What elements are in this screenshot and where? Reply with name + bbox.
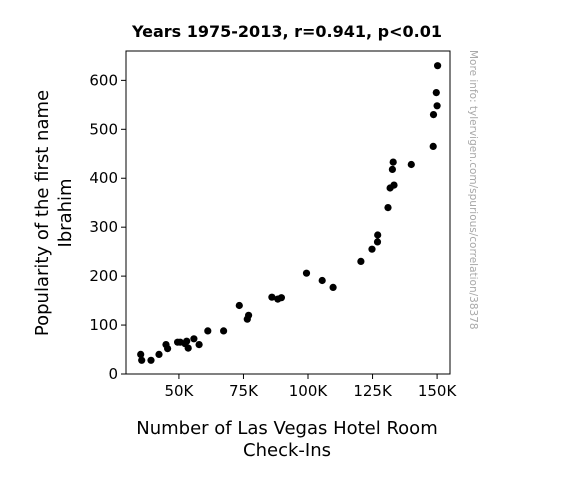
data-point-14 (204, 327, 212, 335)
data-point-6 (164, 345, 172, 353)
data-point-19 (268, 293, 276, 301)
data-point-1 (137, 350, 145, 358)
plot-area (125, 50, 451, 375)
y-tick-label: 200 (89, 267, 118, 285)
x-axis-label-line-2: Check-Ins (243, 440, 331, 461)
y-axis-label-line-1: Popularity of the first name (32, 90, 53, 336)
data-point-22 (302, 269, 311, 277)
y-axis-label-line-2: Ibrahim (55, 178, 76, 247)
x-axis-ticks: 50K 75K 100K 125K 150K (164, 374, 457, 400)
x-tick-label: 50K (164, 382, 194, 400)
watermark-text: More info: tylervigen.com/spurious/corre… (467, 50, 479, 330)
data-point-39 (434, 62, 442, 70)
data-point-38 (433, 102, 441, 110)
data-point-28 (374, 231, 382, 239)
data-point-18 (245, 311, 253, 319)
y-tick-label: 400 (89, 169, 118, 187)
data-point-3 (147, 356, 155, 364)
data-point-31 (388, 165, 396, 173)
data-point-33 (390, 181, 398, 189)
x-tick-label: 75K (229, 382, 259, 400)
data-point-29 (384, 204, 392, 212)
data-point-13 (195, 341, 203, 349)
data-point-35 (429, 142, 437, 150)
x-tick-label: 100K (289, 382, 329, 400)
data-points (137, 62, 442, 364)
y-tick-label: 300 (89, 218, 118, 236)
y-tick-label: 500 (89, 120, 118, 138)
data-point-23 (318, 276, 326, 285)
data-point-32 (389, 158, 397, 166)
data-point-15 (220, 327, 228, 335)
data-point-2 (138, 356, 146, 364)
data-point-4 (155, 350, 163, 358)
data-point-11 (184, 344, 192, 352)
data-point-12 (190, 335, 198, 343)
data-point-36 (429, 111, 438, 119)
chart-title: Years 1975-2013, r=0.941, p<0.01 (131, 22, 442, 41)
data-point-16 (235, 301, 243, 310)
data-point-37 (432, 89, 440, 97)
data-point-25 (357, 257, 365, 265)
y-tick-label: 600 (89, 71, 118, 89)
y-axis-ticks: 0 100 200 300 400 500 600 (89, 71, 126, 383)
x-tick-label: 150K (418, 382, 458, 400)
x-tick-label: 125K (353, 382, 393, 400)
data-point-24 (329, 283, 337, 291)
x-axis-label-line-1: Number of Las Vegas Hotel Room (136, 418, 437, 439)
data-point-21 (277, 294, 285, 302)
y-tick-label: 0 (108, 365, 118, 383)
data-point-34 (407, 160, 415, 169)
data-point-26 (368, 245, 376, 253)
data-point-10 (183, 337, 191, 345)
data-point-27 (373, 238, 382, 246)
y-tick-label: 100 (89, 316, 118, 334)
